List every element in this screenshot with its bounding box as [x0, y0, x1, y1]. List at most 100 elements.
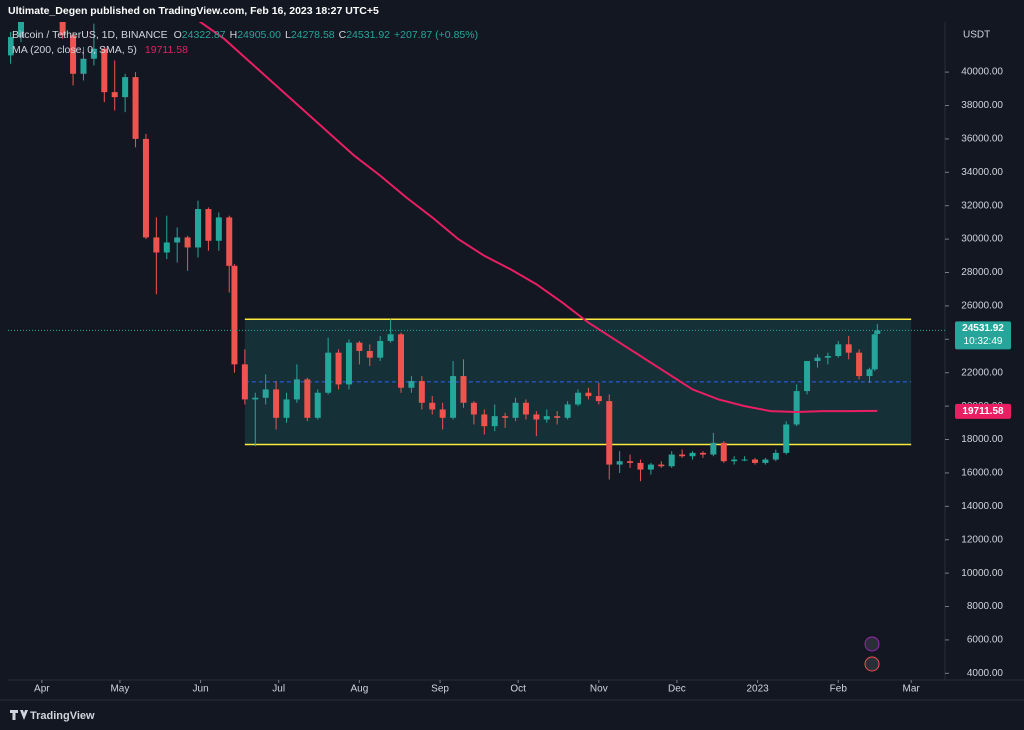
x-tick-label: Oct — [510, 684, 526, 695]
candle-body — [132, 77, 139, 139]
countdown: 10:32:49 — [964, 336, 1003, 347]
candle-body — [163, 242, 170, 253]
x-tick-label: May — [110, 684, 129, 695]
candle-body — [283, 399, 290, 418]
candle-body — [772, 452, 779, 460]
y-tick-label: 6000.00 — [967, 635, 1004, 646]
icon[interactable] — [864, 636, 880, 652]
candle-body — [231, 265, 238, 365]
x-tick-label: Aug — [350, 684, 368, 695]
candle-body — [111, 92, 118, 98]
candle-body — [429, 402, 436, 410]
x-tick-label: Sep — [431, 684, 449, 695]
ohlc-label: L — [285, 29, 291, 41]
candle-body — [533, 414, 540, 420]
candle-body — [262, 389, 269, 398]
candle-body — [174, 237, 181, 243]
candle-body — [856, 352, 863, 377]
price-tag-value: 24531.92 — [962, 323, 1004, 334]
candle-body — [450, 376, 457, 418]
candle-body — [564, 404, 571, 418]
ohlc-label: C — [339, 29, 347, 41]
candle-body — [325, 352, 332, 393]
candle-body — [814, 357, 821, 362]
candle-body — [377, 340, 384, 358]
candle-body — [874, 330, 881, 334]
ohlc-label: O — [174, 29, 182, 41]
candle-body — [866, 369, 873, 377]
candle-body — [668, 454, 675, 467]
candle-body — [184, 237, 191, 248]
candle-body — [314, 392, 321, 418]
y-tick-label: 32000.00 — [961, 200, 1003, 211]
candle-body — [226, 217, 233, 266]
candle-body — [793, 391, 800, 425]
ohlc-value: 24278.58 — [291, 29, 335, 41]
candle-body — [679, 454, 686, 457]
y-tick-label: 34000.00 — [961, 167, 1003, 178]
y-tick-label: 38000.00 — [961, 100, 1003, 111]
ohlc-value: 24531.92 — [346, 29, 390, 41]
candle-body — [335, 352, 342, 385]
candle-body — [637, 462, 644, 470]
candle-body — [689, 452, 696, 457]
indicator-value: 19711.58 — [145, 44, 188, 56]
price-tag — [955, 321, 1011, 350]
candle-body — [18, 22, 25, 38]
candle-body — [122, 77, 129, 98]
candle-body — [751, 459, 758, 463]
candle-body — [101, 48, 108, 93]
y-tick-label: 14000.00 — [961, 501, 1003, 512]
y-tick-label: 36000.00 — [961, 134, 1003, 145]
candle-body — [616, 461, 623, 465]
candle-body — [658, 464, 665, 467]
candle-body — [845, 344, 852, 353]
indicator: MA (200, close, 0, SMA, 5) — [12, 44, 137, 56]
ohlc-legend: O 24322.87 H 24905.00 L 24278.58 C 24531.92 +207… — [174, 29, 478, 41]
ma-tag — [955, 403, 1011, 419]
candle-body — [70, 35, 77, 74]
candle-body — [366, 351, 373, 358]
candle-body — [356, 342, 363, 351]
candle-body — [293, 379, 300, 400]
candle-body — [741, 459, 748, 461]
candle-body — [142, 138, 149, 238]
x-tick-label: Feb — [830, 684, 848, 695]
x-tick-label: 2023 — [746, 684, 769, 695]
y-tick-label: 16000.00 — [961, 468, 1003, 479]
candle-body — [418, 381, 425, 403]
candle-body — [153, 237, 160, 253]
plot-area — [8, 22, 912, 482]
candle-body — [835, 344, 842, 357]
y-tick-label: 4000.00 — [967, 668, 1004, 679]
y-tick-label: 40000.00 — [961, 67, 1003, 78]
candle-body — [699, 452, 706, 455]
y-tick-label: 26000.00 — [961, 301, 1003, 312]
candle-body — [481, 414, 488, 427]
candle-body — [585, 392, 592, 397]
y-tick-label: 22000.00 — [961, 367, 1003, 378]
candle-body — [522, 402, 529, 415]
change: +207.87 (+0.85%) — [394, 29, 478, 41]
ohlc-value: 24905.00 — [237, 29, 281, 41]
candle-body — [720, 442, 727, 462]
candle-body — [304, 379, 311, 418]
y-tick-label: 30000.00 — [961, 234, 1003, 245]
candle-body — [252, 397, 259, 400]
currency: USDT — [963, 30, 990, 41]
candle-body — [195, 209, 202, 248]
candle-body — [627, 461, 634, 463]
candle-body — [273, 389, 280, 418]
icon[interactable] — [864, 656, 880, 672]
candle-body — [241, 364, 248, 400]
x-tick-label: Jul — [272, 684, 285, 695]
symbol: Bitcoin / TetherUS, 1D, BINANCE — [12, 29, 168, 41]
candle-body — [387, 334, 394, 341]
brand: TradingView — [30, 710, 95, 722]
candle-body — [345, 342, 352, 385]
x-tick-label: Jun — [193, 684, 209, 695]
candle-body — [59, 22, 66, 36]
candle-body — [804, 361, 811, 392]
candle-body — [439, 409, 446, 418]
